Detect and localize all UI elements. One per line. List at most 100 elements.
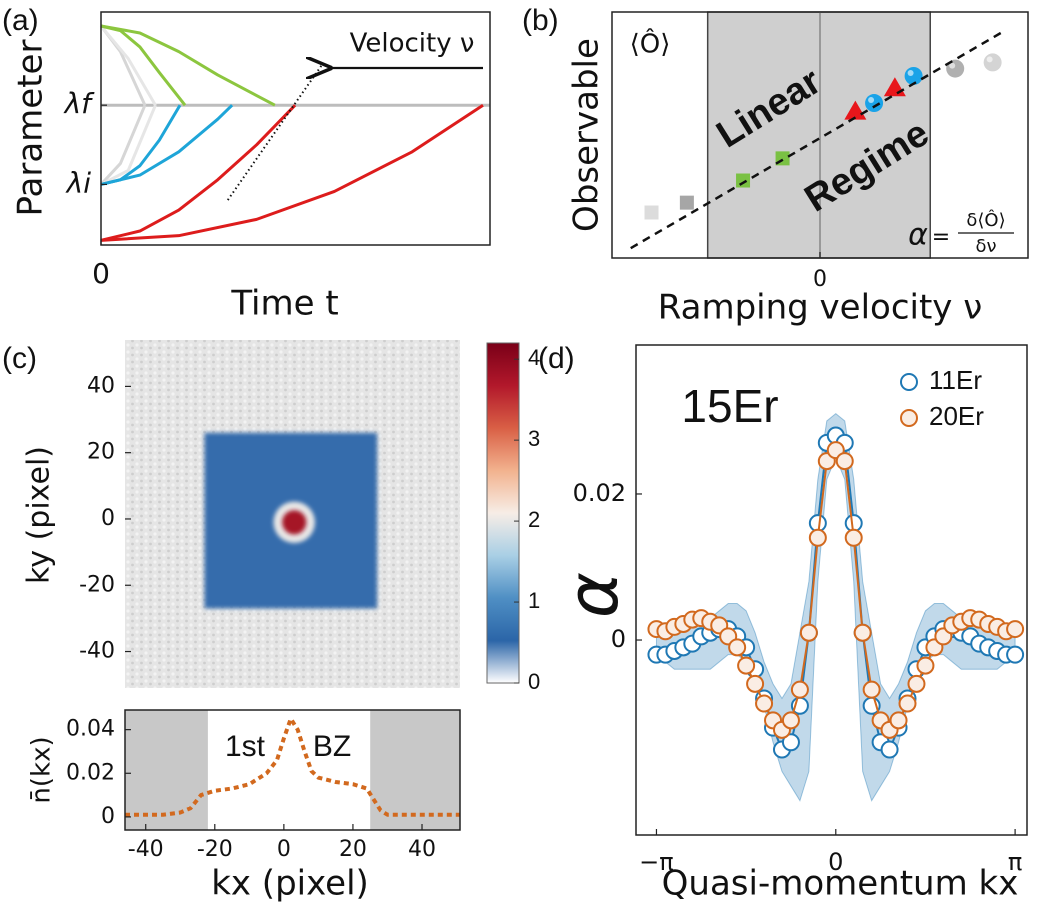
panel-label: (a) xyxy=(2,4,39,37)
marker-circle xyxy=(862,680,881,699)
error-band xyxy=(655,412,1016,802)
x-tick-label: -40 xyxy=(128,837,164,862)
shaded-region xyxy=(125,710,208,830)
series-line xyxy=(100,104,157,186)
panel: −π 0 π 0 0.02 (d) Quasi-momentum kx α 15Er 11Er 20… xyxy=(538,342,1028,904)
plot-frame xyxy=(100,11,491,246)
colorbar-tick-label: 2 xyxy=(528,507,540,532)
marker-circle xyxy=(799,623,818,642)
y-tick-label: 20 xyxy=(87,440,115,465)
x-tick-label: 20 xyxy=(339,837,367,862)
corner-label: ⟨Ô⟩ xyxy=(630,28,671,60)
colorbar xyxy=(486,342,520,684)
sphere-highlight xyxy=(907,69,914,76)
legend-marker xyxy=(900,409,918,427)
series-line xyxy=(226,64,323,201)
annotation: 1st xyxy=(225,730,266,763)
marker-circle xyxy=(737,656,756,675)
marker-circle xyxy=(728,638,747,657)
x-tick-label: 0 xyxy=(828,848,843,876)
marker-sphere xyxy=(983,53,1002,72)
marker-circle xyxy=(889,711,908,730)
series-line xyxy=(100,104,297,242)
x-tick-label: 0 xyxy=(813,267,827,292)
marker-circle xyxy=(844,514,863,533)
series-line xyxy=(99,104,147,186)
series-line xyxy=(100,103,484,242)
x-axis-label: kx (pixel) xyxy=(211,864,369,904)
shaded-region xyxy=(370,710,460,830)
x-axis-label: Quasi-momentum kx xyxy=(662,864,1019,904)
colorbar-tick-label: 4 xyxy=(528,345,540,370)
plot-frame xyxy=(124,709,461,831)
annotation: Velocity ν xyxy=(350,29,475,59)
marker-circle xyxy=(853,623,872,642)
chart-title: 15Er xyxy=(681,380,778,432)
x-tick-label: 0 xyxy=(277,837,291,862)
series-line xyxy=(99,25,157,106)
x-tick-label: −π xyxy=(639,848,674,876)
marker-sphere xyxy=(865,94,884,113)
marker-circle xyxy=(844,528,863,547)
legend-marker xyxy=(900,373,918,391)
marker-circle xyxy=(880,740,899,759)
marker-square xyxy=(736,173,751,188)
formula-denominator: δν xyxy=(975,236,996,257)
colorbar-tick-label: 3 xyxy=(528,426,540,451)
x-tick-label: 40 xyxy=(408,837,436,862)
x-tick-label: π xyxy=(1008,848,1022,876)
series-line xyxy=(99,25,147,106)
panel-label: (b) xyxy=(522,4,559,37)
formula-numerator: δ⟨Ô⟩ xyxy=(966,209,1005,231)
fit-line xyxy=(630,29,1006,250)
y-axis-label: Observable xyxy=(567,38,607,232)
y-tick-label: λi xyxy=(65,166,92,199)
marker-circle xyxy=(835,452,854,471)
y-tick-label: 0.02 xyxy=(66,760,115,785)
y-axis-label: α xyxy=(552,572,634,618)
x-axis-label: Ramping velocity ν xyxy=(658,288,982,328)
sphere-highlight xyxy=(868,97,875,104)
y-axis-label: n̄(kx) xyxy=(27,736,57,803)
series-line xyxy=(100,24,276,107)
annotation: BZ xyxy=(313,730,351,763)
marker-square xyxy=(679,195,694,210)
y-tick-label: 0 xyxy=(611,625,626,653)
marker-circle xyxy=(746,674,765,693)
marker-circle xyxy=(790,680,809,699)
y-axis-label: Parameter xyxy=(11,40,51,217)
colorbar-tick-label: 0 xyxy=(528,669,540,694)
sphere-highlight xyxy=(949,62,956,69)
legend-label: 11Er xyxy=(929,365,982,395)
series-line xyxy=(100,104,234,186)
y-tick-label: 0.04 xyxy=(66,717,115,742)
panel-label: (d) xyxy=(538,342,575,375)
series-line xyxy=(125,716,460,817)
x-tick-label: -20 xyxy=(197,837,233,862)
panel: 0 λf λi (a) Time t Parameter Velocity ν xyxy=(2,4,491,324)
series-line xyxy=(100,24,187,107)
series-line xyxy=(656,434,1016,751)
marker-circle xyxy=(1006,645,1025,664)
y-tick-label: -40 xyxy=(79,639,115,664)
formula-lhs: α xyxy=(908,218,928,253)
panel: 4 3 2 1 0 40 20 0 -20 -40 (c) ky (pixel) xyxy=(2,340,540,694)
y-axis-label: ky (pixel) xyxy=(22,446,57,584)
y-tick-label: 0.02 xyxy=(573,479,626,507)
panel: -40 -20 0 20 40 0 0.02 0.04 kx (pixel) n̄(kx) 1st B… xyxy=(27,709,461,904)
marker-circle xyxy=(808,528,827,547)
marker-circle xyxy=(907,674,926,693)
marker-square xyxy=(644,205,659,220)
x-tick-label: 0 xyxy=(92,257,110,290)
y-tick-label: 0 xyxy=(101,506,115,531)
marker-circle xyxy=(808,514,827,533)
marker-triangle xyxy=(844,100,867,120)
y-tick-label: 40 xyxy=(87,373,115,398)
panel-label: (c) xyxy=(2,342,37,375)
heatmap-spot xyxy=(282,510,307,535)
y-tick-label: λf xyxy=(63,87,96,120)
